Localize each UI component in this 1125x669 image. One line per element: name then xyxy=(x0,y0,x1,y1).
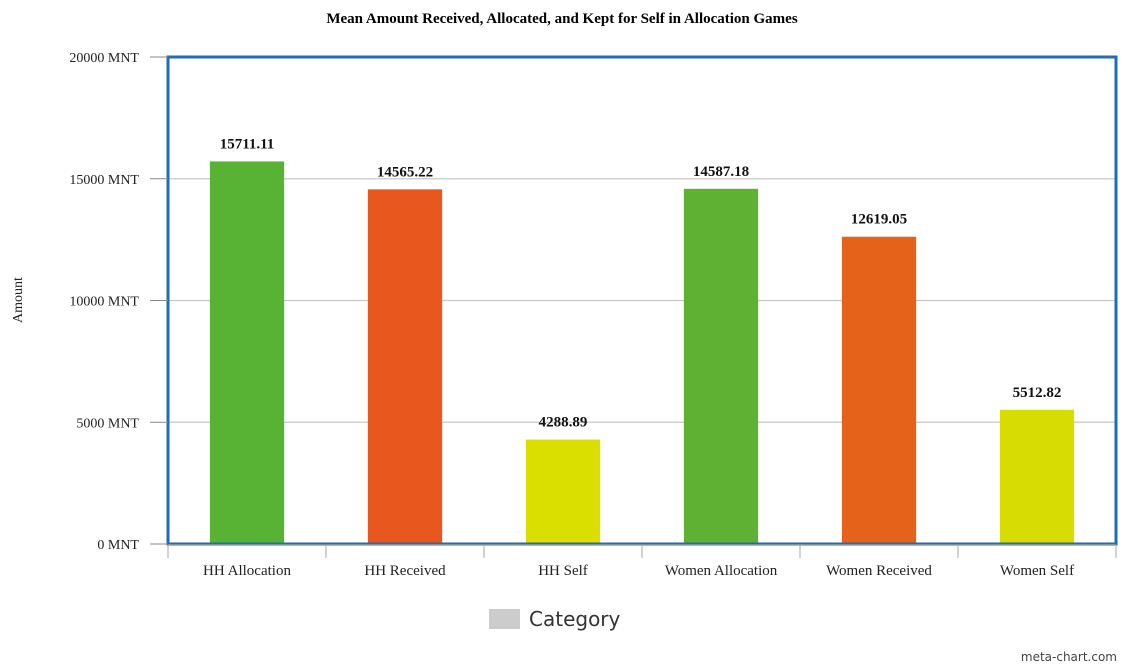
gridlines xyxy=(168,178,1116,423)
data-label: 4288.89 xyxy=(539,415,588,431)
bar xyxy=(999,409,1075,544)
x-tick-label: HH Received xyxy=(364,563,446,579)
legend-swatch xyxy=(489,609,520,629)
y-tick-label: 0 MNT xyxy=(97,538,139,553)
bar xyxy=(841,236,917,544)
chart-title: Mean Amount Received, Allocated, and Kep… xyxy=(326,11,798,27)
data-labels: 15711.11 14565.22 4288.89 14587.18 12619.05 5… xyxy=(220,136,1062,430)
bars xyxy=(209,161,1075,544)
y-tick-label: 5000 MNT xyxy=(76,416,139,431)
bar xyxy=(209,161,285,544)
data-label: 14587.18 xyxy=(693,164,749,180)
y-tick-label: 15000 MNT xyxy=(69,173,139,188)
credit-text: meta-chart.com xyxy=(1021,650,1117,664)
bar xyxy=(367,189,443,544)
x-tick-label: Women Received xyxy=(826,563,932,579)
x-tick-label: Women Allocation xyxy=(665,563,778,579)
x-tick-label: HH Self xyxy=(538,563,588,579)
legend: Category xyxy=(489,607,621,631)
y-tick-label: 10000 MNT xyxy=(69,295,139,310)
y-axis-label: Amount xyxy=(11,277,26,323)
x-tick-label: HH Allocation xyxy=(203,563,291,579)
axes: 0 MNT 5000 MNT 10000 MNT 15000 MNT 20000 MNT… xyxy=(69,51,1117,579)
data-label: 5512.82 xyxy=(1013,385,1062,401)
legend-label: Category xyxy=(529,607,621,631)
bar xyxy=(683,188,759,544)
data-label: 14565.22 xyxy=(377,164,433,180)
data-label: 12619.05 xyxy=(851,212,907,228)
bar xyxy=(525,439,601,544)
data-label: 15711.11 xyxy=(220,136,275,152)
y-tick-label: 20000 MNT xyxy=(69,51,139,66)
x-tick-label: Women Self xyxy=(1000,563,1074,579)
